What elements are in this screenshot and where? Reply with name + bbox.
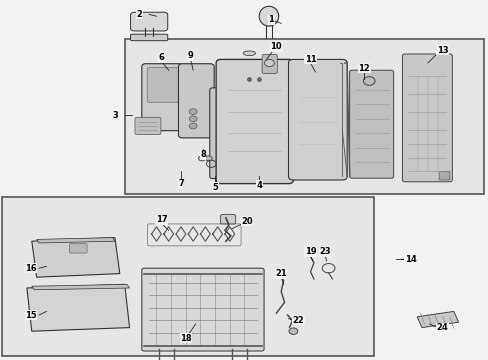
Circle shape: [363, 77, 374, 85]
Text: 4: 4: [256, 181, 262, 190]
Circle shape: [189, 123, 197, 129]
Text: 18: 18: [180, 334, 191, 343]
FancyBboxPatch shape: [438, 171, 449, 180]
Text: 13: 13: [436, 46, 447, 55]
Polygon shape: [32, 238, 120, 277]
Text: 24: 24: [436, 323, 447, 332]
Text: 2: 2: [136, 10, 142, 19]
FancyBboxPatch shape: [69, 244, 87, 253]
Bar: [2, 197, 373, 356]
Ellipse shape: [243, 51, 255, 55]
Text: 3: 3: [112, 111, 118, 120]
Text: 16: 16: [25, 264, 37, 273]
FancyBboxPatch shape: [216, 59, 293, 184]
FancyBboxPatch shape: [130, 34, 167, 41]
Circle shape: [264, 59, 274, 67]
FancyBboxPatch shape: [209, 88, 235, 179]
FancyBboxPatch shape: [288, 59, 346, 180]
Text: 8: 8: [200, 150, 205, 159]
Text: 5: 5: [212, 183, 218, 192]
Circle shape: [189, 116, 197, 122]
Text: 7: 7: [178, 179, 183, 188]
FancyBboxPatch shape: [135, 117, 161, 135]
FancyBboxPatch shape: [349, 70, 393, 178]
Bar: [124, 39, 483, 194]
FancyBboxPatch shape: [220, 215, 235, 224]
Circle shape: [205, 156, 212, 161]
Text: 23: 23: [319, 247, 330, 256]
FancyBboxPatch shape: [142, 268, 264, 351]
Text: 22: 22: [292, 316, 304, 325]
Text: 9: 9: [187, 51, 193, 60]
Text: 12: 12: [358, 64, 369, 73]
Text: 20: 20: [241, 217, 252, 226]
Text: 11: 11: [304, 55, 316, 64]
Circle shape: [189, 109, 197, 114]
Text: 6: 6: [158, 53, 164, 62]
FancyBboxPatch shape: [262, 54, 277, 73]
Circle shape: [198, 156, 205, 161]
FancyBboxPatch shape: [130, 12, 167, 31]
FancyBboxPatch shape: [142, 64, 183, 131]
Text: 14: 14: [404, 255, 416, 264]
Polygon shape: [37, 238, 115, 243]
Text: 19: 19: [304, 247, 316, 256]
FancyBboxPatch shape: [402, 54, 451, 182]
Polygon shape: [32, 284, 129, 290]
Ellipse shape: [259, 6, 278, 26]
Text: 17: 17: [155, 215, 167, 224]
Circle shape: [288, 328, 297, 334]
FancyBboxPatch shape: [178, 64, 214, 138]
Text: 15: 15: [25, 310, 37, 320]
Polygon shape: [27, 284, 129, 331]
Text: 21: 21: [275, 269, 286, 278]
FancyBboxPatch shape: [147, 68, 179, 102]
Text: 1: 1: [268, 15, 274, 24]
Polygon shape: [416, 311, 458, 328]
Text: 10: 10: [270, 42, 282, 51]
